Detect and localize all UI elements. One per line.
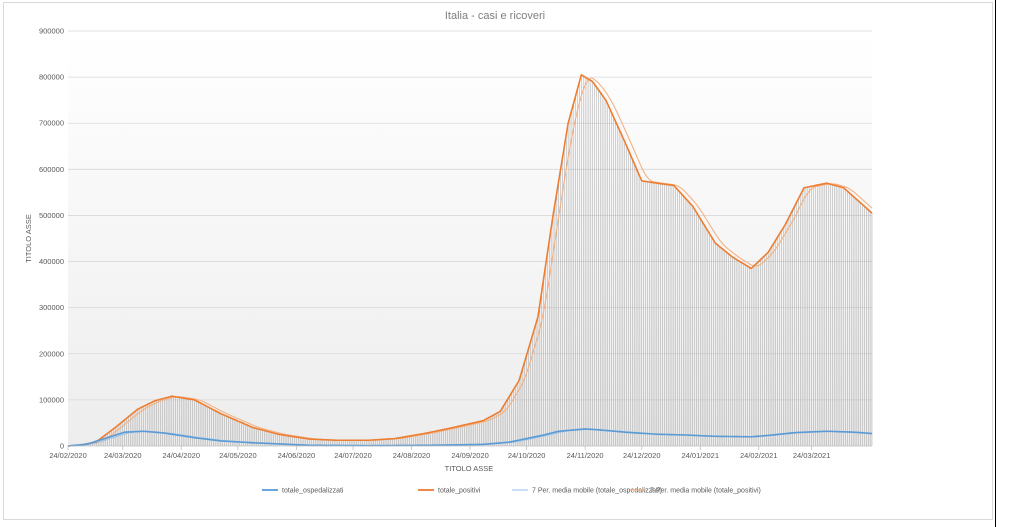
x-axis-ticks: 24/02/2020 24/03/2020 24/04/2020 24/05/2020…: [49, 446, 830, 460]
legend-item: totale_ospedalizzati: [262, 488, 344, 495]
y-tick-label: 600000: [39, 165, 64, 174]
x-tick-label: 24/03/2021: [793, 451, 831, 460]
x-tick-label: 24/05/2020: [219, 451, 257, 460]
y-tick-label: 900000: [39, 27, 64, 36]
series-line-totale-positivi: [67, 74, 873, 447]
y-tick-label: 200000: [39, 349, 64, 358]
x-tick-label: 24/12/2020: [623, 451, 661, 460]
legend-label: totale_ospedalizzati: [282, 488, 344, 495]
y-tick-label: 700000: [39, 119, 64, 128]
x-axis-title: TITOLO ASSE: [445, 464, 494, 473]
chart-title: Italia - casi e ricoveri: [445, 10, 545, 22]
y-tick-label: 400000: [39, 257, 64, 266]
y-axis-title: TITOLO ASSE: [24, 214, 33, 263]
x-tick-label: 24/10/2020: [508, 451, 546, 460]
x-tick-label: 24/01/2021: [681, 451, 719, 460]
series-line-positivi-moving-avg: [79, 77, 873, 447]
y-tick-label: 500000: [39, 211, 64, 220]
legend-label: 7 Per. media mobile (totale_positivi): [650, 488, 761, 495]
y-tick-label: 800000: [39, 73, 64, 82]
legend-item: 7 Per. media mobile (totale_positivi): [630, 488, 761, 495]
y-tick-label: 300000: [39, 303, 64, 312]
legend-item: 7 Per. media mobile (totale_ospedalizzat…: [512, 488, 662, 495]
x-tick-label: 24/06/2020: [278, 451, 316, 460]
x-tick-label: 24/03/2020: [104, 451, 142, 460]
series-lines: [67, 74, 873, 447]
legend-label: 7 Per. media mobile (totale_ospedalizzat…: [532, 488, 662, 495]
legend-label: totale_positivi: [438, 488, 481, 495]
x-tick-label: 24/09/2020: [451, 451, 489, 460]
series-line-totale-ospedalizzati: [67, 428, 873, 447]
y-axis-ticks: 0 100000 200000 300000 400000 500000 600000 700…: [39, 27, 64, 451]
x-tick-label: 24/08/2020: [393, 451, 431, 460]
x-tick-label: 24/11/2020: [567, 451, 604, 460]
x-tick-label: 24/07/2020: [334, 451, 372, 460]
x-tick-label: 24/04/2020: [162, 451, 200, 460]
legend-item: totale_positivi: [418, 488, 481, 495]
chart: 0 100000 200000 300000 400000 500000 600000 700…: [24, 10, 873, 495]
x-tick-label: 24/02/2020: [49, 451, 87, 460]
x-tick-label: 24/02/2021: [740, 451, 778, 460]
y-tick-label: 100000: [39, 395, 64, 404]
window-edge-line: [995, 0, 996, 527]
legend: totale_ospedalizzati totale_positivi 7 Per…: [262, 488, 761, 495]
y-tick-label: 0: [60, 442, 64, 451]
